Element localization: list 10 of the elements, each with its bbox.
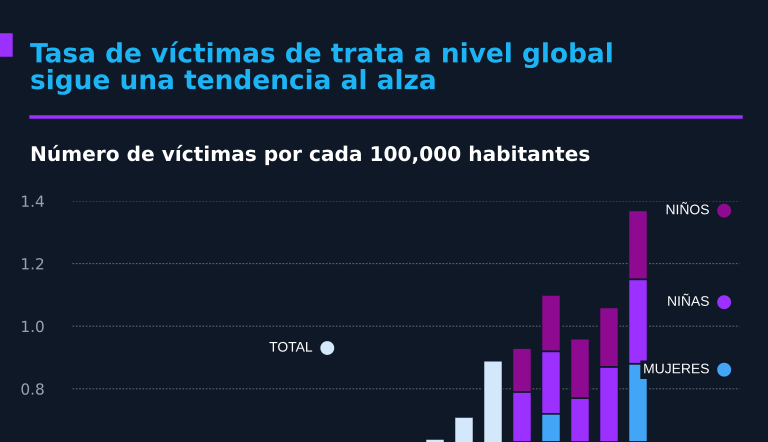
chart-title: Tasa de víctimas de trata a nivel global sigue una tendencia al alza (30, 41, 612, 95)
y-tick-label: 1.4 (22, 196, 44, 207)
y-tick-label: 0.8 (21, 383, 44, 395)
legend-label: MUJERES (644, 364, 709, 374)
legend-label: TOTAL (269, 342, 312, 352)
legend-label: NIÑAS (668, 294, 709, 306)
y-tick-label: 1.2 (22, 258, 44, 270)
y-tick-label: 1.0 (22, 320, 44, 332)
legend-label: NIÑOS (666, 202, 709, 214)
chart-subtitle: Número de víctimas por cada 100,000 habitantes (32, 144, 590, 166)
